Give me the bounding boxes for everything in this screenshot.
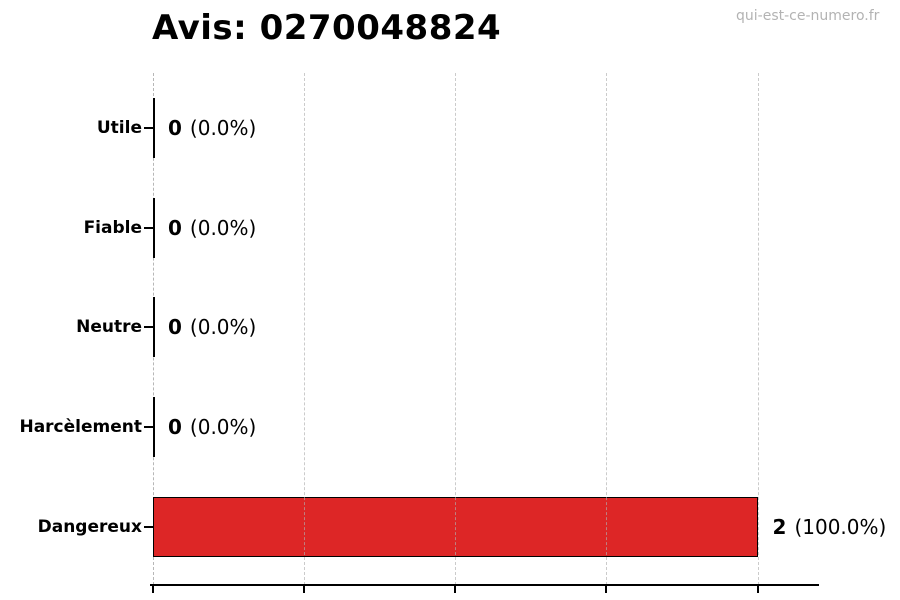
bar-value-label: 2 (100.0%) <box>773 515 887 539</box>
category-label: Harcèlement <box>19 417 142 437</box>
bar-fiable <box>153 198 155 258</box>
y-axis-tick <box>144 326 153 328</box>
x-gridline <box>304 73 306 585</box>
x-gridline <box>455 73 457 585</box>
bar-row-dangereux: Dangereux 2 (100.0%) <box>0 497 900 557</box>
x-axis-spine <box>150 584 819 586</box>
bar-value-label: 0 (0.0%) <box>168 116 256 140</box>
x-axis-tick <box>756 586 759 593</box>
bar-row-neutre: Neutre 0 (0.0%) <box>0 297 900 357</box>
x-axis-tick <box>152 586 154 593</box>
bar-utile <box>153 98 155 158</box>
category-label: Dangereux <box>37 517 142 537</box>
x-axis-tick <box>303 586 306 593</box>
bar-value-label: 0 (0.0%) <box>168 415 256 439</box>
bar-value-label: 0 (0.0%) <box>168 315 256 339</box>
value-count: 2 <box>772 515 787 539</box>
bar-harcelement <box>153 397 155 457</box>
y-axis-tick <box>144 526 153 528</box>
bar-value-label: 0 (0.0%) <box>168 216 256 240</box>
value-count: 0 <box>168 216 182 240</box>
value-count: 0 <box>168 415 182 439</box>
value-count: 0 <box>168 315 182 339</box>
value-percent: (0.0%) <box>189 216 257 240</box>
watermark: qui-est-ce-numero.fr <box>736 8 880 24</box>
category-label: Neutre <box>76 317 142 337</box>
x-axis-tick <box>605 586 608 593</box>
y-axis-tick <box>144 127 153 129</box>
bar-row-utile: Utile 0 (0.0%) <box>0 98 900 158</box>
y-axis-tick <box>144 227 153 229</box>
chart-title: Avis: 0270048824 <box>152 8 502 48</box>
bar-row-harcelement: Harcèlement 0 (0.0%) <box>0 397 900 457</box>
value-percent: (0.0%) <box>189 415 257 439</box>
y-axis-tick <box>144 426 153 428</box>
bar-neutre <box>153 297 155 357</box>
x-gridline <box>606 73 608 585</box>
x-gridline <box>757 73 759 585</box>
value-percent: (0.0%) <box>189 315 257 339</box>
value-percent: (100.0%) <box>794 515 887 539</box>
bar-row-fiable: Fiable 0 (0.0%) <box>0 198 900 258</box>
category-label: Fiable <box>83 218 142 238</box>
value-percent: (0.0%) <box>189 116 257 140</box>
category-label: Utile <box>96 118 142 138</box>
x-axis-tick <box>454 586 457 593</box>
value-count: 0 <box>168 116 182 140</box>
